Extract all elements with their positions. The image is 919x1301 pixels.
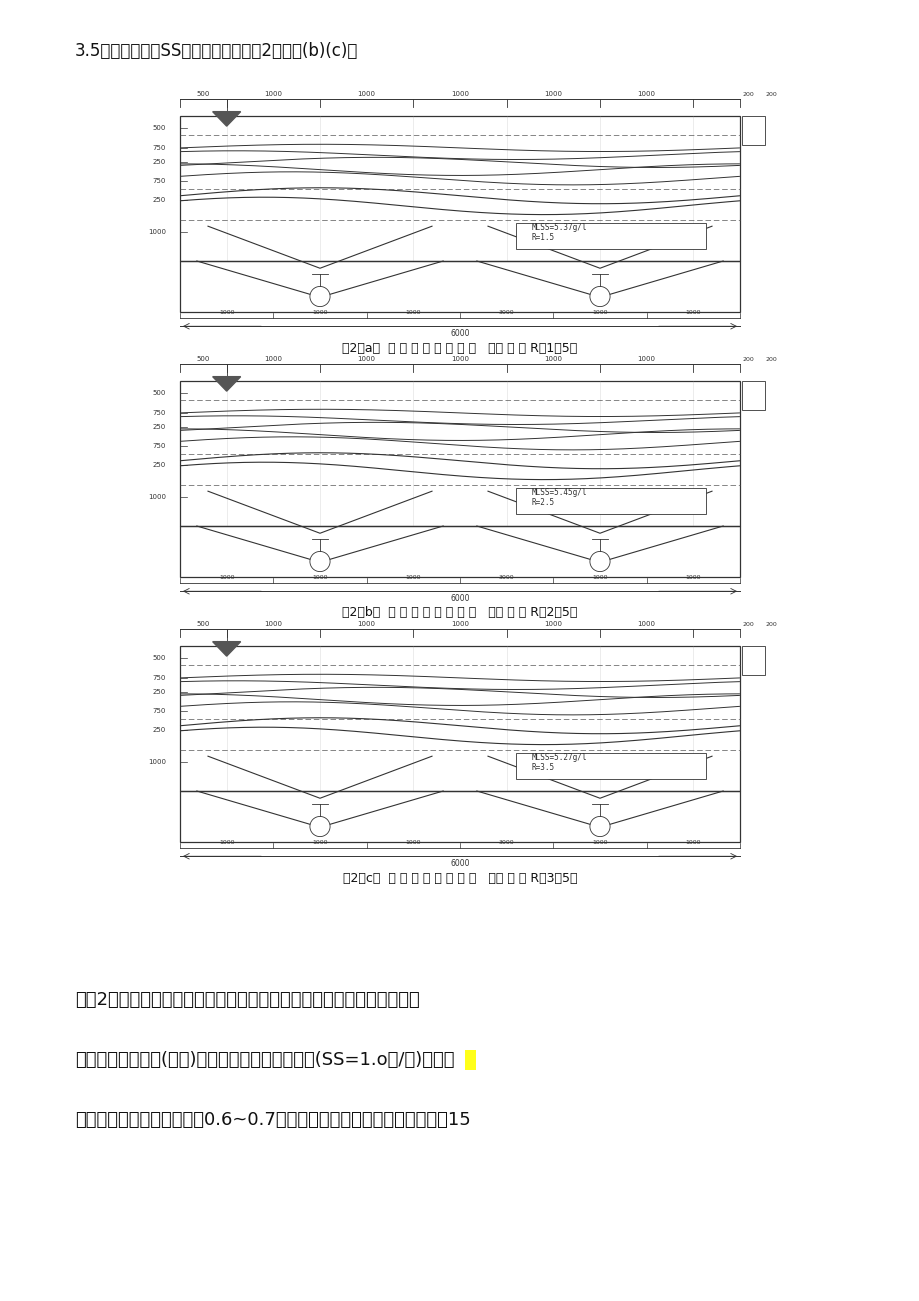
Text: 3000: 3000 xyxy=(498,575,514,580)
Text: 250: 250 xyxy=(153,690,165,696)
Text: MLSS=5.37g/l
R=1.5: MLSS=5.37g/l R=1.5 xyxy=(530,222,586,242)
Text: 750: 750 xyxy=(153,444,165,449)
Bar xyxy=(464,1050,475,1069)
Text: 图2（a）  二 沉 池 污 泥 浓 度 场   （回 流 比 R＝1．5）: 图2（a） 二 沉 池 污 泥 浓 度 场 （回 流 比 R＝1．5） xyxy=(342,341,577,354)
Text: 1000: 1000 xyxy=(592,311,607,315)
Bar xyxy=(180,116,739,262)
Text: 1000: 1000 xyxy=(450,621,469,627)
Text: 1000: 1000 xyxy=(544,621,562,627)
Text: 1000: 1000 xyxy=(357,621,375,627)
Text: 500: 500 xyxy=(197,91,210,98)
Circle shape xyxy=(310,552,330,571)
Text: 250: 250 xyxy=(153,424,165,431)
Text: 250: 250 xyxy=(153,196,165,203)
Text: 1000: 1000 xyxy=(357,356,375,362)
Text: 750: 750 xyxy=(153,178,165,185)
Text: 1000: 1000 xyxy=(264,621,282,627)
Text: 由图2可见，：沉池内的等浓度曲线，虽回流比不同，但都呈水平状态，: 由图2可见，：沉池内的等浓度曲线，虽回流比不同，但都呈水平状态， xyxy=(75,990,419,1008)
Text: 1000: 1000 xyxy=(450,91,469,98)
Text: 750: 750 xyxy=(153,675,165,680)
Text: 1000: 1000 xyxy=(264,356,282,362)
Bar xyxy=(180,526,739,576)
Text: 1000: 1000 xyxy=(637,621,655,627)
Text: 1000: 1000 xyxy=(148,229,165,235)
Text: 回流比条件下，均在水面下0.6~0.7米处，每种回流比均运行二次，每欤15: 回流比条件下，均在水面下0.6~0.7米处，每种回流比均运行二次，每欤15 xyxy=(75,1111,471,1128)
Text: 500: 500 xyxy=(197,356,210,362)
Bar xyxy=(180,647,739,791)
Text: 1000: 1000 xyxy=(450,356,469,362)
Text: 6000: 6000 xyxy=(449,329,470,338)
Bar xyxy=(742,116,764,144)
Text: 1000: 1000 xyxy=(685,575,700,580)
Text: 250: 250 xyxy=(153,727,165,732)
Text: 250: 250 xyxy=(153,462,165,468)
Text: 200: 200 xyxy=(765,622,777,627)
Text: 6000: 6000 xyxy=(449,595,470,604)
Text: 1000: 1000 xyxy=(592,575,607,580)
Circle shape xyxy=(310,817,330,837)
Bar xyxy=(180,262,739,312)
Text: 1000: 1000 xyxy=(685,840,700,846)
Text: 说明二沉池属成层(拥挤)沉降状态。二沉池的泥面(SS=1.o克/升)在不同: 说明二沉池属成层(拥挤)沉降状态。二沉池的泥面(SS=1.o克/升)在不同 xyxy=(75,1050,454,1068)
Text: 250: 250 xyxy=(153,160,165,165)
Circle shape xyxy=(589,817,609,837)
Polygon shape xyxy=(212,377,241,392)
Text: 1000: 1000 xyxy=(312,311,327,315)
Text: 500: 500 xyxy=(153,654,165,661)
Text: 1000: 1000 xyxy=(544,356,562,362)
Text: 3.5时，二沉池内SS的等浓度曲线见图2（八）(b)(c)。: 3.5时，二沉池内SS的等浓度曲线见图2（八）(b)(c)。 xyxy=(75,42,358,60)
Text: 200: 200 xyxy=(742,358,754,362)
Text: 图2（c）  二 沉 池 污 泥 浓 度 场   （回 流 比 R＝3．5）: 图2（c） 二 沉 池 污 泥 浓 度 场 （回 流 比 R＝3．5） xyxy=(343,872,576,885)
Circle shape xyxy=(589,552,609,571)
Text: 200: 200 xyxy=(742,622,754,627)
Text: 1000: 1000 xyxy=(544,91,562,98)
Text: 750: 750 xyxy=(153,708,165,714)
Bar xyxy=(516,224,706,250)
Text: 750: 750 xyxy=(153,410,165,416)
Text: 500: 500 xyxy=(153,389,165,396)
Text: 3000: 3000 xyxy=(498,311,514,315)
Text: 1000: 1000 xyxy=(405,311,421,315)
Bar xyxy=(742,647,764,675)
Bar xyxy=(516,488,706,514)
Text: MLSS=5.45g/l
R=2.5: MLSS=5.45g/l R=2.5 xyxy=(530,488,586,507)
Text: 1000: 1000 xyxy=(592,840,607,846)
Polygon shape xyxy=(212,112,241,126)
Text: 图2（b）  二 沉 池 污 泥 浓 度 场   （回 流 比 R＝2．5）: 图2（b） 二 沉 池 污 泥 浓 度 场 （回 流 比 R＝2．5） xyxy=(342,606,577,619)
Text: 1000: 1000 xyxy=(685,311,700,315)
Text: 200: 200 xyxy=(742,92,754,98)
Circle shape xyxy=(589,286,609,307)
Text: 1000: 1000 xyxy=(357,91,375,98)
Bar xyxy=(180,791,739,842)
Text: 1000: 1000 xyxy=(405,575,421,580)
Bar xyxy=(516,753,706,779)
Text: 3000: 3000 xyxy=(498,840,514,846)
Text: MLSS=5.27g/l
R=3.5: MLSS=5.27g/l R=3.5 xyxy=(530,753,586,771)
Text: 1000: 1000 xyxy=(264,91,282,98)
Text: 1000: 1000 xyxy=(148,758,165,765)
Text: 200: 200 xyxy=(765,92,777,98)
Text: 1000: 1000 xyxy=(219,840,234,846)
Text: 1000: 1000 xyxy=(405,840,421,846)
Text: 200: 200 xyxy=(765,358,777,362)
Polygon shape xyxy=(212,641,241,656)
Text: 1000: 1000 xyxy=(148,494,165,500)
Text: 1000: 1000 xyxy=(219,311,234,315)
Text: 750: 750 xyxy=(153,144,165,151)
Text: 1000: 1000 xyxy=(637,356,655,362)
Text: 6000: 6000 xyxy=(449,859,470,868)
Bar xyxy=(742,381,764,410)
Text: 500: 500 xyxy=(153,125,165,130)
Text: 1000: 1000 xyxy=(637,91,655,98)
Text: 500: 500 xyxy=(197,621,210,627)
Circle shape xyxy=(310,286,330,307)
Text: 1000: 1000 xyxy=(312,575,327,580)
Bar xyxy=(180,381,739,526)
Text: 1000: 1000 xyxy=(219,575,234,580)
Text: 1000: 1000 xyxy=(312,840,327,846)
